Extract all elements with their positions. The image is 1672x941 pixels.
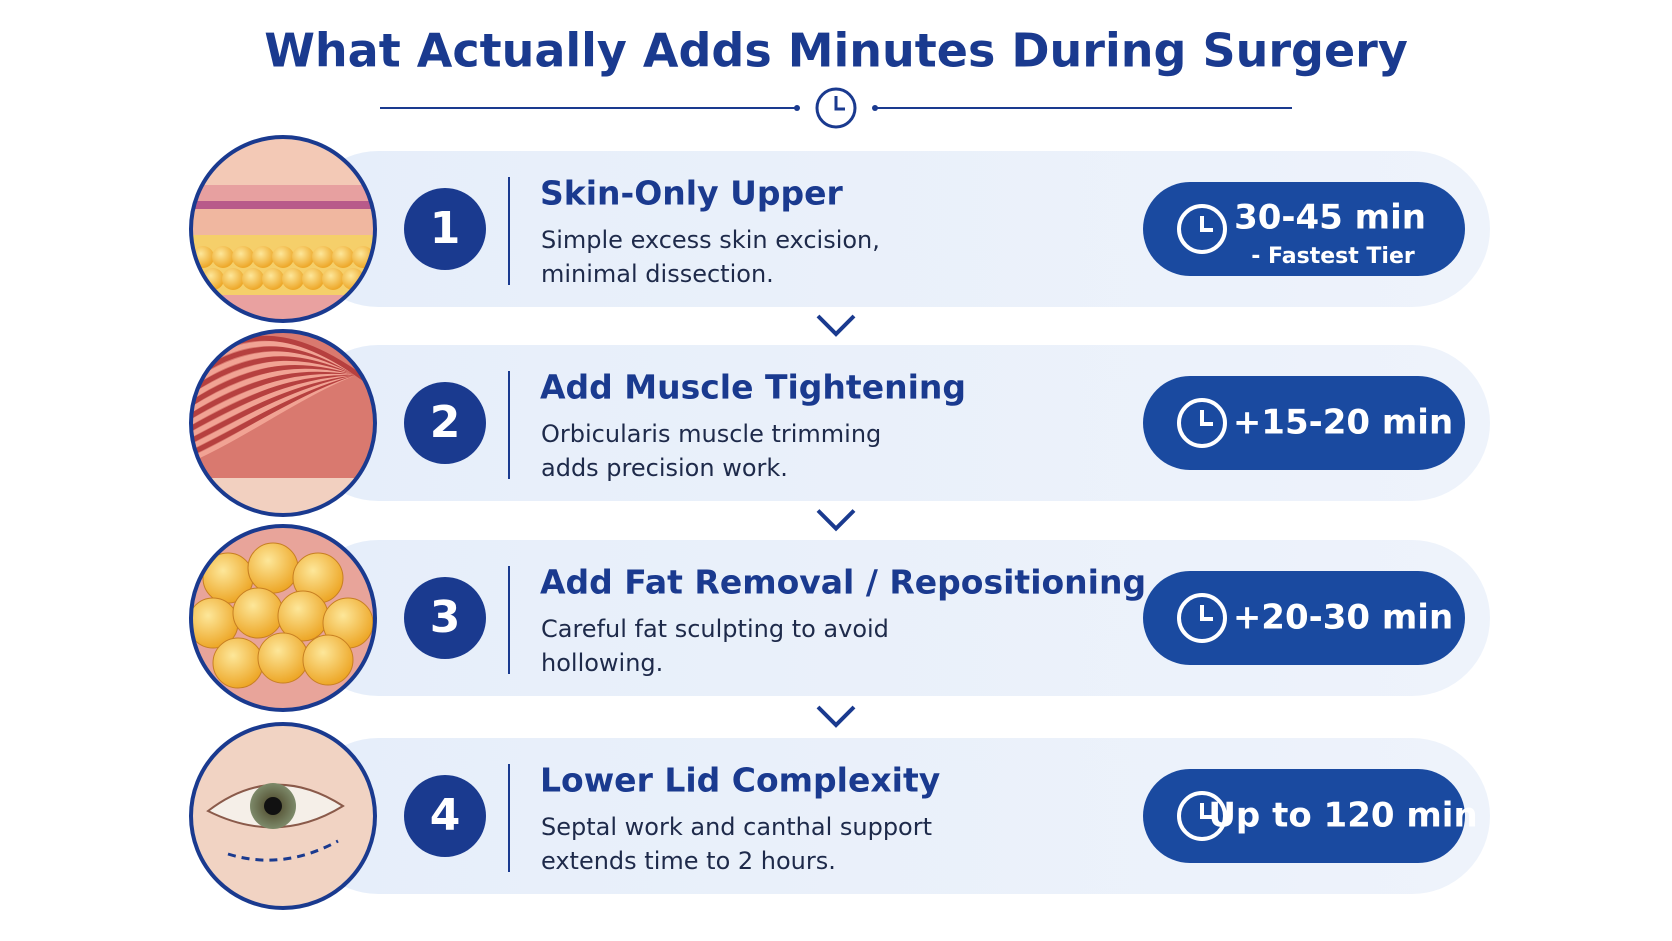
illustration-ring	[189, 722, 377, 910]
step-description: adds precision work.	[541, 454, 788, 482]
fat-cell	[282, 268, 304, 290]
fat-cell	[212, 246, 234, 268]
step-number: 3	[430, 592, 461, 643]
fat-cell	[322, 268, 344, 290]
page-title: What Actually Adds Minutes During Surger…	[264, 24, 1408, 78]
clock-face	[1177, 593, 1227, 643]
step-title: Add Fat Removal / Repositioning	[540, 563, 1146, 602]
fat-cell	[222, 268, 244, 290]
illustration-ring	[189, 329, 377, 517]
incision-line	[227, 839, 339, 862]
fat-globule	[232, 587, 284, 639]
skin-layer	[191, 185, 375, 201]
fat-cell	[242, 268, 264, 290]
time-label: 30-45 min	[1234, 198, 1426, 238]
clock-face	[1177, 791, 1227, 841]
step-row: 4 Lower Lid Complexity Septal work and can…	[189, 722, 1490, 910]
number-badge	[404, 188, 486, 270]
time-badge	[1143, 571, 1465, 665]
number-badge	[404, 775, 486, 857]
clock-hands	[1200, 605, 1213, 621]
illustration-ring	[189, 524, 377, 712]
skin-layer	[191, 209, 375, 235]
illustration	[191, 526, 375, 710]
time-note: - Fastest Tier	[1251, 244, 1415, 269]
fat-cell	[292, 246, 314, 268]
number-badge	[404, 382, 486, 464]
fat-cell	[252, 246, 274, 268]
illustration-ring	[189, 135, 377, 323]
step-number: 1	[430, 203, 461, 254]
clock-hands	[1200, 410, 1213, 426]
step-number: 2	[430, 397, 461, 448]
chevron	[816, 705, 856, 728]
fat-globule	[257, 632, 309, 684]
fat-cell	[272, 246, 294, 268]
step-description: minimal dissection.	[541, 260, 774, 288]
chevron	[816, 509, 856, 532]
number-badge	[404, 577, 486, 659]
steps: 1 Skin-Only Upper Simple excess skin excis…	[189, 135, 1490, 910]
fat-globule	[212, 637, 264, 689]
step-description: hollowing.	[541, 649, 663, 677]
time-badge	[1143, 182, 1465, 276]
fat-cell	[302, 268, 324, 290]
step-title: Add Muscle Tightening	[540, 368, 966, 407]
clock-face	[1177, 398, 1227, 448]
step-number: 4	[430, 790, 461, 841]
step-title: Lower Lid Complexity	[540, 761, 940, 800]
time-label: Up to 120 min	[1208, 796, 1477, 836]
step-row: 3 Add Fat Removal / Repositioning Careful …	[189, 524, 1490, 728]
divider-dot	[872, 105, 878, 111]
fat-cell	[312, 246, 334, 268]
pupil	[264, 797, 282, 815]
step-row: 1 Skin-Only Upper Simple excess skin excis…	[189, 135, 1490, 337]
step-row: 2 Add Muscle Tightening Orbicularis muscle…	[189, 329, 1490, 532]
step-title: Skin-Only Upper	[540, 174, 843, 213]
clock-icon	[815, 87, 857, 129]
fat-cell	[332, 246, 354, 268]
divider-dot	[794, 105, 800, 111]
chevron	[816, 314, 856, 337]
clock-hands	[1200, 803, 1213, 819]
fat-globule	[302, 634, 354, 686]
step-description: Careful fat sculpting to avoid	[541, 615, 889, 643]
time-badge	[1143, 769, 1465, 863]
illustration	[191, 331, 375, 515]
skin-layer	[191, 201, 375, 209]
time-label: +15-20 min	[1233, 403, 1453, 443]
step-description: extends time to 2 hours.	[541, 847, 836, 875]
time-badge	[1143, 376, 1465, 470]
step-description: Orbicularis muscle trimming	[541, 420, 881, 448]
step-description: Simple excess skin excision,	[541, 226, 880, 254]
fat-cell	[262, 268, 284, 290]
fat-cell	[232, 246, 254, 268]
clock-face	[1177, 204, 1227, 254]
illustration	[191, 724, 375, 908]
step-description: Septal work and canthal support	[541, 813, 932, 841]
clock-hands	[1200, 216, 1213, 232]
fat-globule	[247, 542, 299, 594]
time-label: +20-30 min	[1233, 598, 1453, 638]
